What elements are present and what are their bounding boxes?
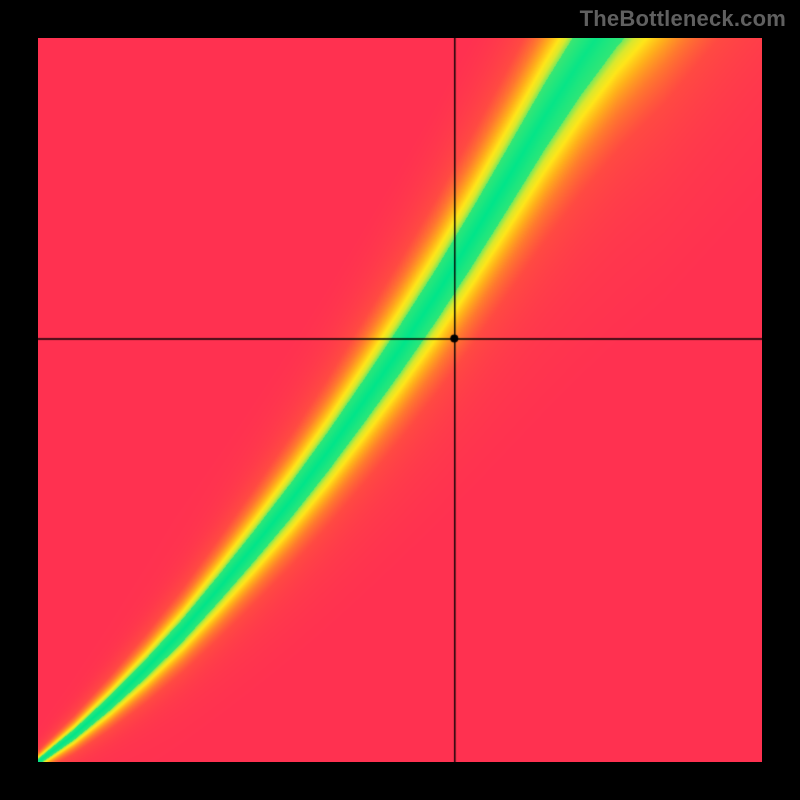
watermark-text: TheBottleneck.com	[580, 6, 786, 32]
heatmap-plot	[38, 38, 762, 762]
chart-container: TheBottleneck.com	[0, 0, 800, 800]
